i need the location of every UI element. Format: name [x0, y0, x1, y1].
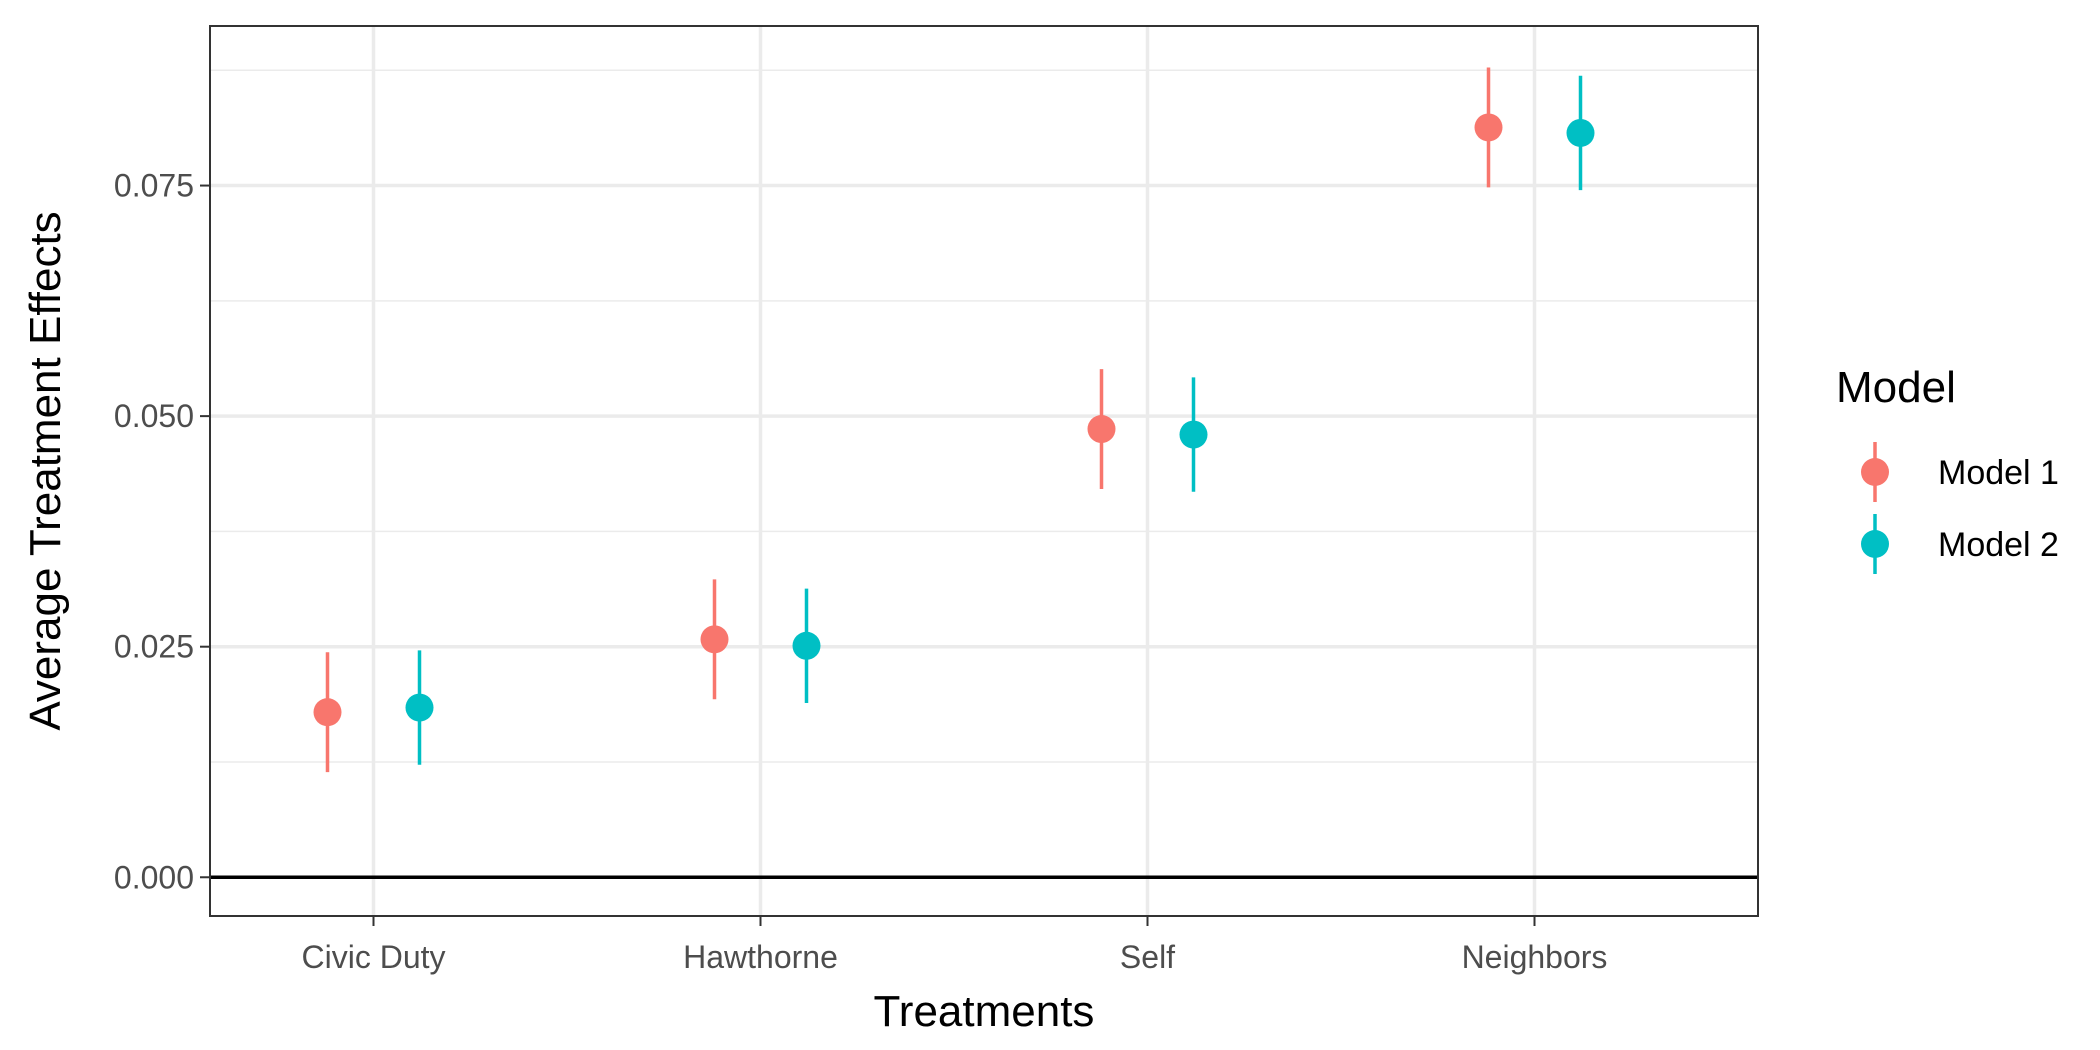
plot-border — [209, 25, 1759, 917]
x-tick-label: Self — [1120, 939, 1175, 975]
grid-minor — [210, 69, 1758, 763]
y-tick-label: 0.075 — [114, 168, 194, 204]
y-tick-label: 0.050 — [114, 398, 194, 434]
x-axis-title: Treatments — [874, 987, 1095, 1036]
legend-title: Model — [1836, 363, 1956, 412]
data-point — [1474, 113, 1503, 142]
x-tick-label: Neighbors — [1462, 939, 1608, 975]
legend-key-point — [1861, 530, 1889, 558]
x-tick-label: Hawthorne — [683, 939, 838, 975]
data-point — [1087, 415, 1116, 444]
data-marks — [313, 67, 1595, 773]
y-axis: 0.000 0.025 0.050 0.075 — [114, 168, 210, 895]
x-axis: Civic Duty Hawthorne Self Neighbors — [301, 916, 1607, 975]
y-tick-label: 0.000 — [114, 859, 194, 895]
legend: Model Model 1 Model 2 — [1836, 363, 2059, 574]
data-point — [405, 693, 434, 722]
data-point — [313, 698, 342, 727]
data-point — [700, 625, 729, 654]
y-axis-title: Average Treatment Effects — [21, 211, 70, 730]
legend-key-point — [1861, 458, 1889, 486]
legend-label: Model 2 — [1938, 526, 2059, 564]
data-point — [1179, 420, 1208, 449]
x-tick-label: Civic Duty — [301, 939, 445, 975]
data-point — [792, 631, 821, 660]
plot-background — [210, 26, 1758, 916]
legend-label: Model 1 — [1938, 454, 2059, 492]
data-point — [1566, 118, 1595, 147]
y-tick-label: 0.025 — [114, 629, 194, 665]
